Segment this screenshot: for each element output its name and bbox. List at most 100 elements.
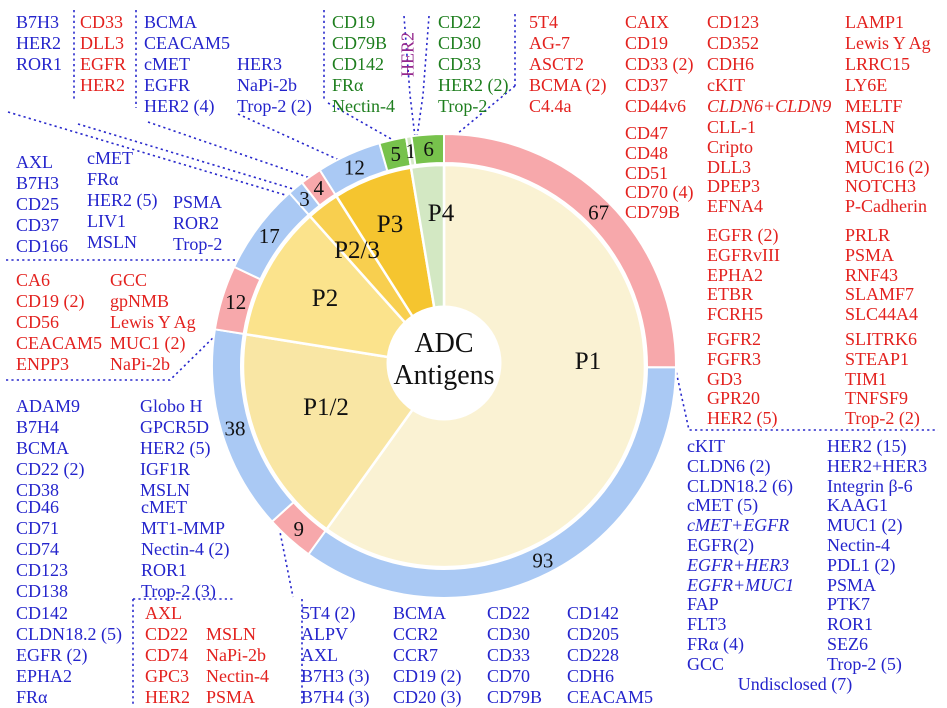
phase-label-P4: P4 <box>428 200 455 227</box>
antigen-item: FRα <box>332 75 364 95</box>
antigen-item: CD19 <box>625 33 669 53</box>
antigen-item: MSLN <box>140 480 191 500</box>
antigen-item: CD79B <box>332 33 388 53</box>
antigen-item: CD19 (2) <box>16 291 85 311</box>
antigen-item: Lewis Y Ag <box>110 312 196 332</box>
antigen-item: CD228 <box>567 645 620 665</box>
antigen-item: CLDN6 (2) <box>687 455 771 476</box>
antigen-item: Nectin-4 (2) <box>141 539 230 559</box>
phase-wedge-P2 <box>244 214 446 368</box>
antigen-list-topleft-blue-3: HER3 NaPi-2b Trop-2 (2) <box>237 54 312 117</box>
antigen-item: CEACAM5 <box>144 33 231 53</box>
antigen-item: CLDN18.2 (6) <box>687 475 793 496</box>
antigen-item: DLL3 <box>80 33 124 53</box>
antigen-item: GPCR5D <box>140 417 210 437</box>
antigen-item: CD123 <box>16 560 69 580</box>
antigen-item: Trop-2 <box>438 96 488 116</box>
antigen-item: CCR2 <box>393 624 439 644</box>
antigen-item: BCMA <box>144 12 198 32</box>
antigen-item: ROR1 <box>141 560 188 580</box>
antigen-item: EGFR <box>80 54 127 74</box>
antigen-item: CD51 <box>625 162 669 183</box>
antigen-item: EGFR (2) <box>707 225 779 245</box>
antigen-item: FLT3 <box>687 614 727 635</box>
antigen-item: NaPi-2b <box>237 75 297 95</box>
antigen-item: MUC1 <box>845 136 896 157</box>
antigen-item: EGFRvIII <box>707 244 780 265</box>
antigen-item: FCRH5 <box>707 304 764 325</box>
antigen-item: SEZ6 <box>827 633 869 654</box>
antigen-item: NOTCH3 <box>845 176 916 197</box>
antigen-item: Trop-2 (5) <box>827 653 902 674</box>
antigen-list-right-red-3c: SLITRK6 STEAP1 TIM1 TNFSF9 Trop-2 (2) <box>845 329 920 429</box>
antigen-item: PSMA <box>827 574 877 595</box>
antigen-item: MT1-MMP <box>141 518 226 538</box>
antigen-item: PSMA <box>845 244 895 265</box>
antigen-item: CD70 (4) <box>625 182 694 203</box>
antigen-item: MSLN <box>206 624 257 644</box>
antigen-item: TIM1 <box>845 368 887 389</box>
ring-count-label: 67 <box>588 201 609 225</box>
antigen-item: NaPi-2b <box>206 645 266 665</box>
antigen-item: CD22 <box>487 603 531 623</box>
antigen-item: EGFR (2) <box>16 645 88 665</box>
antigen-list-right-red-2a: CLL-1 Cripto DLL3 DPEP3 EFNA4 <box>707 117 764 217</box>
antigen-item: PTK7 <box>827 594 871 615</box>
antigen-list-bottomright-blue-1: cKIT CLDN6 (2) CLDN18.2 (6) cMET (5) cMET+EG… <box>687 436 794 675</box>
antigen-item: AG-7 <box>529 33 570 53</box>
antigen-item: CD70 <box>487 666 531 686</box>
antigen-item: CLDN18.2 (5) <box>16 624 122 644</box>
antigen-list-bottom-blue-0: CD142 CLDN18.2 (5) EGFR (2) EPHA2 FRα <box>16 603 122 708</box>
ring-count-label: 5 <box>390 142 401 166</box>
antigen-item: CAIX <box>625 12 669 32</box>
ring-segment-11 <box>410 133 445 166</box>
ring-count-label: 1 <box>406 139 417 163</box>
phase-label-P1: P1 <box>575 348 601 375</box>
ring-count-label: 9 <box>293 517 304 541</box>
antigen-list-right-red-1: CD47 CD48 CD51 CD70 (4) CD79B <box>625 123 694 223</box>
antigen-item: LY6E <box>845 75 888 95</box>
antigen-list-bottom-red-1: AXL CD22 CD74 GPC3 HER2 <box>145 603 190 708</box>
antigen-list-topleft-red: CD33 DLL3 EGFR HER2 <box>80 12 126 96</box>
antigen-item: cMET+EGFR <box>687 515 790 536</box>
antigen-item: CD25 <box>16 194 60 214</box>
antigen-item: CD19 <box>332 12 376 32</box>
antigen-list-topleft-blue-2: BCMA CEACAM5 cMET EGFR HER2 (4) <box>144 12 230 117</box>
antigen-item: cMET <box>141 497 187 517</box>
antigen-item: B7H3 <box>16 173 60 193</box>
antigen-item: FRα <box>87 169 119 189</box>
antigen-item: CD30 <box>438 33 482 53</box>
antigen-item: CCR7 <box>393 645 439 665</box>
antigen-list-left-blue-3: PSMA ROR2 Trop-2 <box>173 192 222 255</box>
antigen-item: B7H3 (3) <box>301 666 370 686</box>
antigen-list-top-green-1: CD19 CD79B CD142 FRα Nectin-4 <box>332 12 395 117</box>
antigen-item: cMET <box>144 54 190 74</box>
antigen-item: CD74 <box>16 539 60 559</box>
antigen-item: EFNA4 <box>707 196 764 217</box>
antigen-item: EPHA2 <box>16 666 73 686</box>
antigen-item: ROR2 <box>173 213 220 233</box>
antigen-item: Trop-2 (3) <box>141 581 216 601</box>
antigen-item: HER3 <box>237 54 282 74</box>
antigen-item: SLITRK6 <box>845 329 917 349</box>
antigen-item: HER2 (2) <box>438 75 509 95</box>
antigen-item: KAAG1 <box>827 495 888 516</box>
antigen-item: AXL <box>145 603 182 623</box>
ring-count-label: 3 <box>299 187 310 211</box>
phase-label-P2/3: P2/3 <box>334 237 380 264</box>
antigen-item: CD74 <box>145 645 189 665</box>
antigen-item: CD37 <box>16 215 60 235</box>
antigen-item: Integrin β-6 <box>827 475 913 496</box>
antigen-item: AXL <box>16 152 53 172</box>
antigen-item: EPHA2 <box>707 264 764 285</box>
antigen-item: cMET (5) <box>687 495 759 516</box>
donut-chart-group: 67 93 9 38 12 17 3 4 12 5 1 6 P1 P1/2 P2 P2/3P3 P4 ADCAnt… <box>210 133 678 599</box>
antigen-list-lowerleft-blue-2b: cMET MT1-MMP Nectin-4 (2) ROR1 Trop-2 (3) <box>141 497 229 602</box>
antigen-item: CD48 <box>625 142 669 163</box>
antigen-list-topright-red-3: CD123 CD352 CDH6 cKIT CLDN6+CLDN9 <box>707 12 831 117</box>
antigen-item: CD22 <box>145 624 189 644</box>
antigen-item: CD46 <box>16 497 60 517</box>
antigen-list-right-red-2c: FGFR2 FGFR3 GD3 GPR20 HER2 (5) <box>707 329 778 429</box>
phase-label-P1/2: P1/2 <box>303 394 349 421</box>
